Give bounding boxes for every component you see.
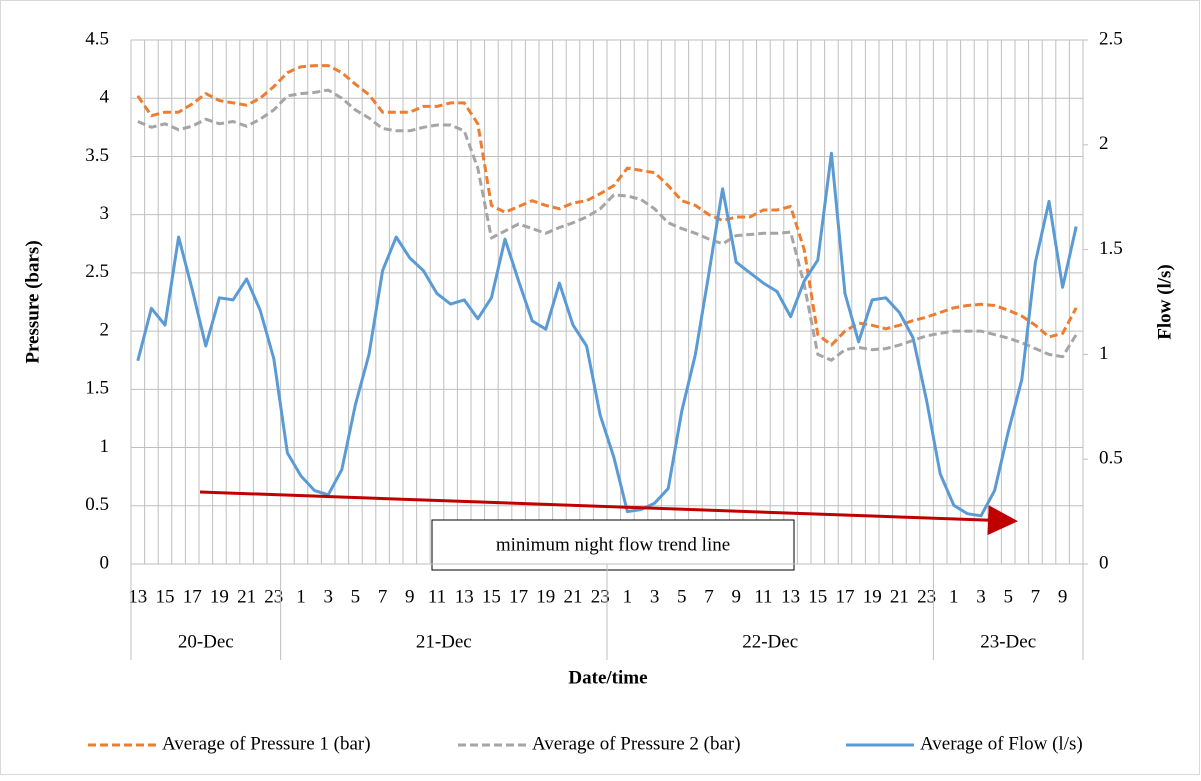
series-line: [136, 64, 1078, 347]
x-tick-label: 7: [1031, 586, 1041, 607]
x-axis-title: Date/time: [568, 667, 647, 688]
y2-tick-label: 0: [1099, 552, 1109, 573]
y2-tick-label: 2.5: [1099, 28, 1123, 49]
x-tick-label: 7: [704, 586, 714, 607]
y-tick-label: 4.5: [85, 28, 109, 49]
x-tick-label: 13: [781, 586, 800, 607]
series: [136, 64, 1078, 518]
y2-axis-title: Flow (l/s): [1154, 264, 1175, 339]
x-tick-label: 15: [482, 586, 501, 607]
y2-tick-label: 2: [1099, 133, 1109, 154]
x-tick-label: 23: [917, 586, 936, 607]
x-tick-label: 15: [156, 586, 175, 607]
annotation-box: [431, 519, 795, 571]
x-tick-label: 3: [650, 586, 660, 607]
x-group-label: 21-Dec: [416, 631, 472, 652]
x-tick-label: 9: [731, 586, 741, 607]
x-tick-label: 19: [536, 586, 555, 607]
legend-label: Average of Pressure 1 (bar): [162, 733, 371, 754]
y-tick-label: 3.5: [85, 145, 109, 166]
x-tick-label: 17: [183, 586, 202, 607]
x-tick-label: 21: [564, 586, 583, 607]
y-tick-label: 2.5: [85, 261, 109, 282]
y-tick-label: 2: [100, 319, 110, 340]
x-tick-label: 9: [405, 586, 415, 607]
x-tick-label: 15: [808, 586, 827, 607]
x-group-label: 20-Dec: [178, 631, 234, 652]
y-tick-label: 4: [100, 87, 110, 108]
x-tick-label: 21: [890, 586, 909, 607]
series-line: [137, 88, 1078, 362]
x-tick-label: 9: [1058, 586, 1068, 607]
x-tick-label: 13: [128, 586, 147, 607]
x-tick-label: 1: [623, 586, 633, 607]
x-group-label: 22-Dec: [742, 631, 798, 652]
y-tick-label: 1.5: [85, 378, 109, 399]
y-tick-label: 0: [100, 552, 110, 573]
x-group-label: 23-Dec: [980, 631, 1036, 652]
x-tick-label: 19: [863, 586, 882, 607]
x-tick-label: 21: [237, 586, 256, 607]
y2-tick-label: 1.5: [1099, 238, 1123, 259]
y-tick-label: 3: [100, 203, 110, 224]
x-tick-label: 13: [455, 586, 474, 607]
x-tick-label: 23: [264, 586, 283, 607]
x-tick-label: 11: [754, 586, 772, 607]
x-tick-label: 17: [509, 586, 528, 607]
trend-arrow: [199, 490, 1018, 536]
x-tick-label: 5: [351, 586, 361, 607]
y-tick-label: 0.5: [85, 494, 109, 515]
y-axis-title: Pressure (bars): [22, 240, 43, 363]
x-tick-label: 19: [210, 586, 229, 607]
x-tick-label: 17: [836, 586, 855, 607]
y-tick-label: 1: [100, 436, 110, 457]
x-tick-label: 5: [677, 586, 687, 607]
annotation: minimum night flow trend line: [496, 534, 730, 555]
legend-label: Average of Flow (l/s): [920, 733, 1083, 754]
series-line: [136, 151, 1078, 518]
x-tick-label: 1: [296, 586, 306, 607]
x-tick-label: 3: [976, 586, 986, 607]
y2-tick-label: 1: [1099, 343, 1109, 364]
x-tick-label: 5: [1003, 586, 1013, 607]
grid: [130, 39, 1084, 565]
y2-tick-label: 0.5: [1099, 448, 1123, 469]
x-tick-label: 23: [591, 586, 610, 607]
x-tick-label: 3: [323, 586, 333, 607]
x-tick-label: 11: [428, 586, 446, 607]
legend-label: Average of Pressure 2 (bar): [532, 733, 741, 754]
x-tick-label: 7: [378, 586, 388, 607]
x-tick-label: 1: [949, 586, 959, 607]
